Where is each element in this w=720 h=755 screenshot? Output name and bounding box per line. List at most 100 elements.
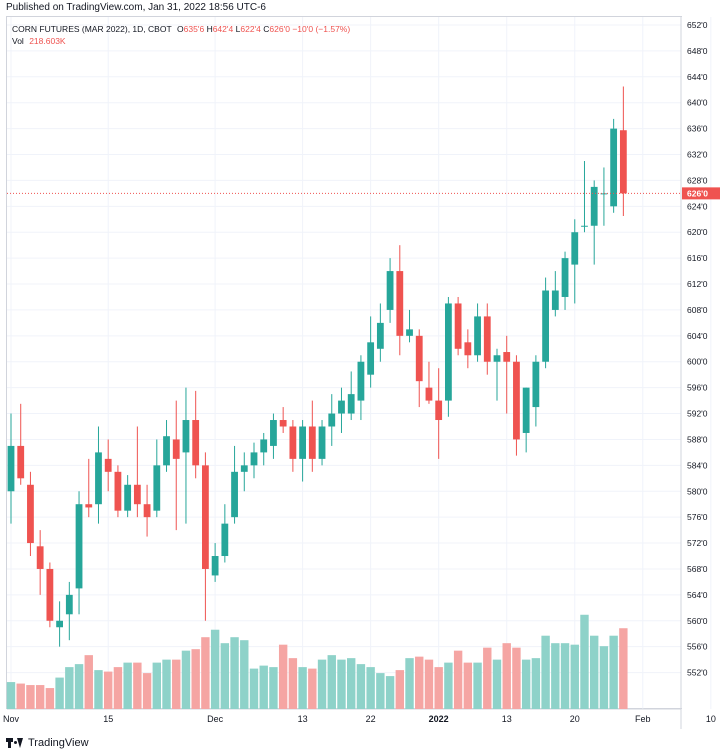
candle-body	[104, 458, 112, 472]
high-key: H	[206, 24, 213, 34]
candle-body	[338, 400, 345, 414]
x-tick-label: Feb	[635, 714, 651, 724]
volume-bar	[16, 683, 25, 709]
y-tick-label: 588'0	[687, 434, 708, 444]
x-tick-label: 10	[706, 714, 716, 724]
candle-body	[289, 426, 297, 459]
candle-body	[561, 258, 569, 297]
volume-bar	[560, 643, 570, 709]
y-tick-label: 568'0	[687, 564, 708, 574]
published-header: Published on TradingView.com, Jan 31, 20…	[0, 0, 720, 16]
symbol-title[interactable]: CORN FUTURES (MAR 2022), 1D, CBOT	[12, 24, 172, 34]
candle-body	[357, 361, 365, 401]
candle-body	[143, 504, 151, 518]
y-tick-label: 628'0	[687, 175, 708, 185]
y-tick-label: 604'0	[687, 331, 708, 341]
candle-body	[318, 426, 326, 459]
candle-body	[75, 504, 83, 589]
volume-bar	[288, 658, 298, 709]
candle-body	[600, 193, 608, 195]
volume-bar	[521, 659, 531, 709]
candle-body	[65, 594, 73, 615]
candle-body	[367, 342, 375, 375]
volume-bar	[463, 662, 473, 709]
close-key: C	[263, 24, 270, 34]
volume-bar	[278, 644, 288, 709]
candle-body	[36, 546, 44, 569]
volume-bar	[172, 659, 181, 709]
candle-body	[610, 128, 618, 207]
candle-body	[503, 352, 511, 362]
y-tick-label: 576'0	[687, 512, 708, 522]
volume-bar	[45, 688, 55, 709]
candle-body	[221, 523, 229, 557]
candle-body	[406, 329, 413, 336]
volume-bar	[94, 670, 103, 709]
candle-body	[454, 303, 462, 349]
candle-body	[124, 484, 132, 511]
tradingview-logo-icon[interactable]	[6, 738, 24, 748]
volume-bar	[453, 650, 463, 709]
volume-bar	[376, 673, 385, 709]
volume-bar	[104, 671, 113, 709]
volume-bar	[317, 659, 327, 709]
high-value: 642'4	[212, 24, 234, 34]
volume-bar	[269, 667, 278, 709]
legend-volume-row: Vol 218.603K	[12, 35, 350, 47]
candle-body	[56, 620, 63, 628]
volume-bar	[162, 659, 171, 709]
volume-label[interactable]: Vol	[12, 36, 24, 46]
y-tick-label: 648'0	[687, 46, 708, 56]
volume-bar	[492, 659, 502, 709]
volume-bar	[84, 655, 93, 709]
candle-body	[435, 400, 443, 421]
candle-body	[415, 335, 423, 382]
volume-bar	[444, 662, 453, 709]
candle-body	[95, 452, 102, 505]
footer: TradingView	[6, 735, 89, 751]
volume-bar	[502, 643, 511, 709]
candle-body	[425, 387, 433, 401]
y-tick-label: 636'0	[687, 124, 708, 134]
candle-body	[260, 439, 268, 453]
candle-body	[192, 420, 200, 466]
y-tick-label: 572'0	[687, 538, 708, 548]
volume-bar	[298, 667, 307, 709]
candle-body	[250, 452, 258, 466]
candle-body	[85, 504, 93, 508]
candle-body	[279, 420, 287, 427]
candle-body	[182, 420, 190, 453]
y-tick-label: 584'0	[687, 460, 708, 470]
published-text: Published on TradingView.com, Jan 31, 20…	[6, 2, 266, 13]
candle-body	[396, 271, 404, 336]
candle-body	[308, 426, 316, 459]
candle-body	[7, 445, 15, 492]
volume-bar	[424, 659, 434, 709]
volume-bar	[580, 614, 589, 709]
volume-bar	[35, 685, 45, 709]
y-tick-label: 644'0	[687, 72, 708, 82]
chart-legend: CORN FUTURES (MAR 2022), 1D, CBOT O635'6…	[12, 23, 350, 47]
y-tick-label: 596'0	[687, 383, 708, 393]
candle-body	[231, 471, 238, 518]
volume-bar	[473, 662, 482, 709]
y-tick-label: 640'0	[687, 98, 708, 108]
volume-bar	[6, 682, 16, 709]
volume-bar	[590, 635, 599, 709]
volume-bar	[181, 650, 191, 709]
brand-name[interactable]: TradingView	[28, 737, 89, 749]
y-tick-label: 632'0	[687, 150, 708, 160]
volume-bar	[385, 676, 395, 709]
y-tick-label: 620'0	[687, 227, 708, 237]
volume-bar	[240, 640, 249, 709]
candle-body	[590, 186, 598, 226]
candle-body	[299, 426, 306, 459]
y-tick-label: 616'0	[687, 253, 708, 263]
y-tick-label: 652'0	[687, 20, 708, 30]
candle-body	[581, 225, 588, 227]
open-key: O	[177, 24, 184, 34]
candle-body	[619, 130, 627, 194]
y-tick-label: 552'0	[687, 668, 708, 678]
candle-body	[17, 445, 25, 479]
